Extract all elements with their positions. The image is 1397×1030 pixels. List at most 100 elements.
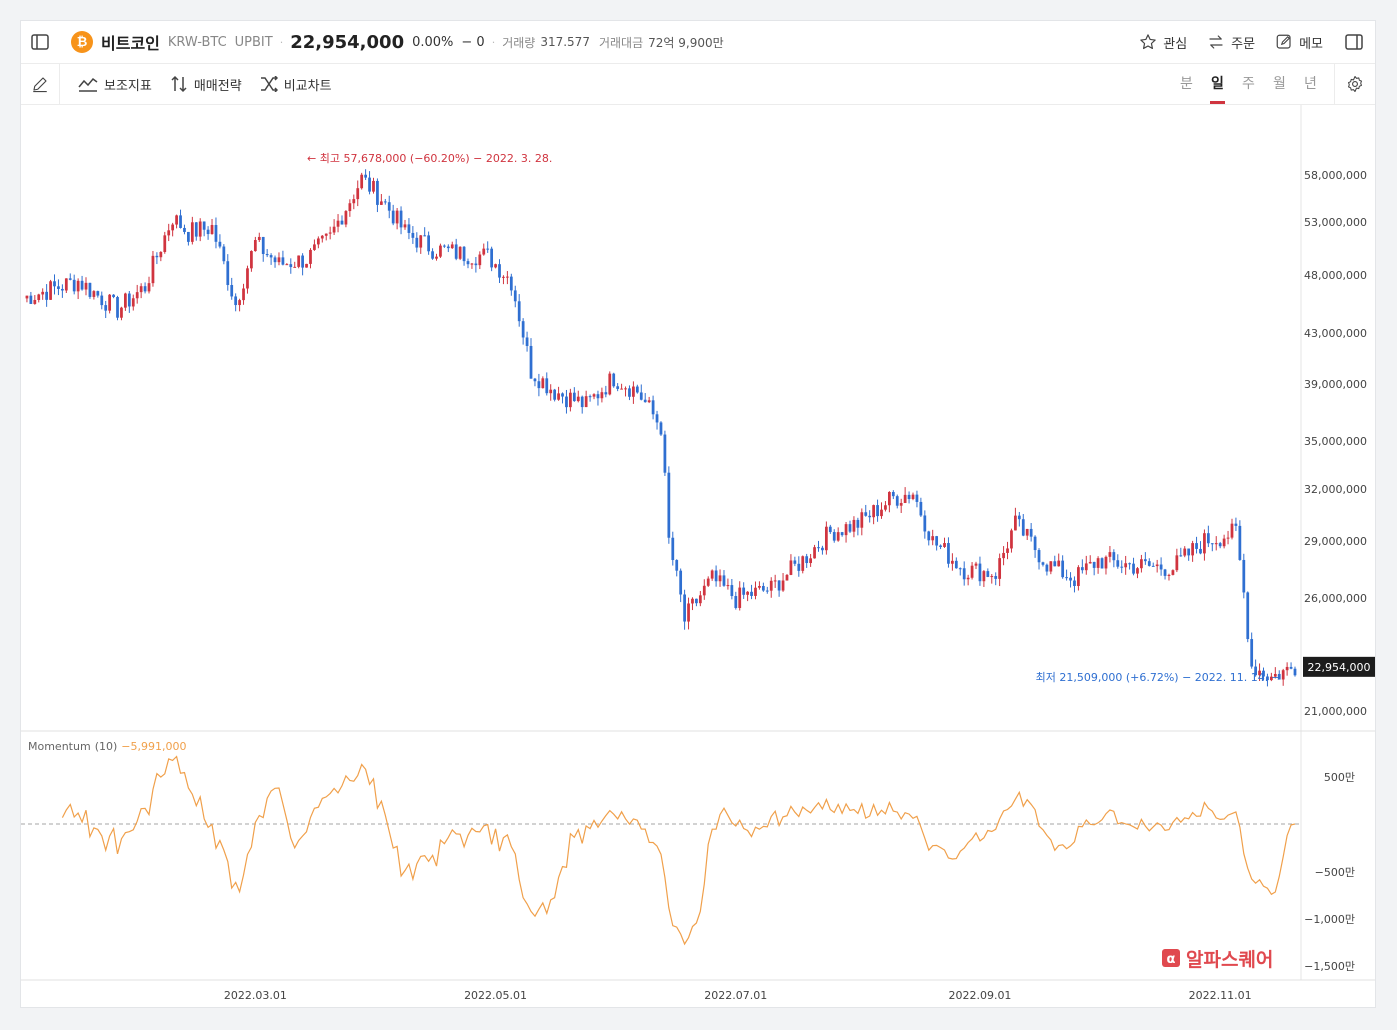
order-button[interactable]: 주문 [1207,33,1255,52]
right-panel-icon [1345,34,1363,50]
candle-body [360,174,364,189]
sidebar-toggle-button[interactable] [21,21,59,63]
candle-body [320,235,324,239]
candle-body [1238,525,1242,560]
candle-body [781,580,785,591]
candle-body [1206,533,1210,544]
candle-body [76,280,80,292]
separator-dot: · [491,35,496,49]
candle-body [730,585,734,597]
coin-name[interactable]: 비트코인 [101,34,160,53]
order-label: 주문 [1231,36,1256,52]
candle-body [990,576,994,578]
candle-body [1281,670,1285,680]
candle-body [41,291,45,295]
candle-body [986,571,990,577]
candle-body [218,241,222,247]
candle-body [628,388,631,397]
candle-body [328,232,332,234]
candle-body [1100,558,1104,569]
candle-body [1033,536,1037,551]
candle-body [978,563,982,582]
candle-body [135,292,139,299]
price-tick-label: 43,000,000 [1304,327,1367,340]
candle-body [29,295,33,304]
indicators-button[interactable]: 보조지표 [78,75,152,94]
tab-week[interactable]: 주 [1242,76,1255,92]
candle-body [659,422,663,435]
candle-body [620,388,623,390]
candle-body [821,547,824,551]
drawing-tool-button[interactable] [21,64,60,104]
annotations: ← 최고 57,678,000 (−60.20%) − 2022. 3. 28.… [307,152,1281,684]
high-annotation: ← 최고 57,678,000 (−60.20%) − 2022. 3. 28. [307,152,552,165]
candle-body [734,596,738,608]
candle-body [163,235,167,252]
candle-body [155,255,159,258]
candle-body [80,280,84,290]
candle-body [1187,548,1191,556]
candle-body [1222,538,1226,547]
candle-body [1218,543,1222,547]
price-tick-label: 58,000,000 [1304,169,1367,182]
candle-body [824,526,828,551]
candle-body [1041,562,1045,565]
candle-body [257,236,261,241]
candle-body [53,281,56,287]
candle-body [970,565,974,578]
candle-body [801,556,805,571]
candle-body [718,575,722,582]
candle-body [872,505,876,518]
candle-body [387,202,391,211]
candle-body [340,220,344,225]
candle-body [25,295,29,299]
candle-body [1155,564,1159,567]
candle-body [139,286,143,293]
candle-body [1171,570,1175,575]
watermark-text: 알파스퀘어 [1186,949,1273,971]
candle-body [1254,666,1257,676]
strategy-button[interactable]: 매매전략 [170,75,242,94]
candle-body [1269,676,1273,681]
candle-body [1096,558,1100,568]
candle-body [1010,530,1013,549]
candle-body [297,255,301,267]
tab-year[interactable]: 년 [1304,76,1317,92]
candle-body [954,560,958,569]
tab-minute[interactable]: 분 [1180,76,1193,92]
candle-body [663,434,667,473]
candle-body [356,188,360,200]
candle-body [230,285,234,297]
watchlist-button[interactable]: 관심 [1139,33,1187,52]
candle-body [1143,559,1147,562]
candle-body [462,246,466,262]
separator-dot: · [279,35,284,49]
candle-body [903,494,907,503]
candle-body [647,400,651,403]
tab-month[interactable]: 월 [1273,76,1286,92]
candle-body [998,558,1002,579]
memo-button[interactable]: 메모 [1275,33,1323,52]
price-chart[interactable]: 58,000,000 53,000,000 48,000,000 43,000,000… [21,105,1375,1007]
momentum-value: −5,991,000 [121,740,186,753]
candle-body [88,282,92,297]
candle-body [431,251,434,259]
candle-body [108,294,112,311]
candle-body [832,532,836,541]
alphasquare-logo-icon [1162,949,1180,967]
current-price-label: 22,954,000 [1308,661,1371,674]
compare-chart-button[interactable]: 비교차트 [260,75,332,94]
candle-body [419,235,423,248]
right-panel-toggle-button[interactable] [1333,21,1375,63]
candle-body [1163,569,1167,576]
candle-body [1191,543,1194,556]
current-price: 22,954,000 [290,31,405,53]
candle-body [261,236,265,255]
candle-body [1006,548,1009,553]
candle-body [836,532,840,541]
candle-body [332,226,336,233]
chart-settings-button[interactable] [1334,64,1375,104]
candle-body [817,547,820,549]
candle-body [423,235,427,237]
tab-day[interactable]: 일 [1202,64,1233,104]
